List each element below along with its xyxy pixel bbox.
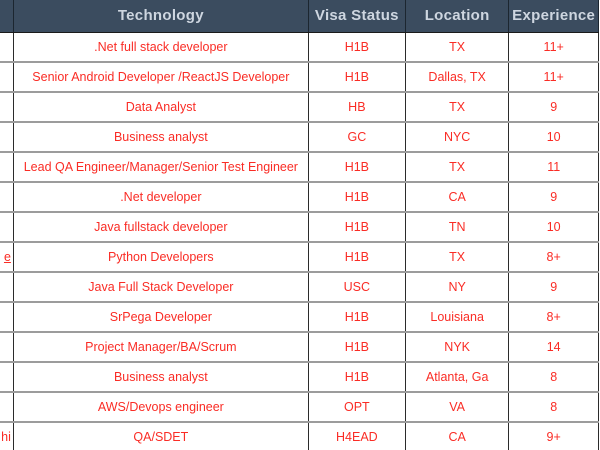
table-body: .Net full stack developer H1B TX 11+ Sen…: [0, 31, 599, 450]
cell-technology: Java fullstack developer: [12, 211, 309, 242]
cell-location: CA: [404, 421, 510, 450]
cell-technology: SrPega Developer: [12, 301, 309, 332]
cell-location: Atlanta, Ga: [404, 361, 510, 392]
cell-visa-status: H1B: [307, 151, 406, 182]
cell-location: Dallas, TX: [404, 61, 510, 92]
cell-fragment: e: [0, 241, 14, 272]
cell-visa-status: USC: [307, 271, 406, 302]
cell-location: NYK: [404, 331, 510, 362]
table-row: hi QA/SDET H4EAD CA 9+: [0, 421, 599, 450]
cell-experience: 10: [508, 121, 599, 152]
header-cell-visa-status: Visa Status: [307, 0, 406, 33]
cell-fragment: [0, 121, 14, 152]
cell-location: CA: [404, 181, 510, 212]
header-cell-fragment: [0, 0, 14, 33]
cell-technology: Lead QA Engineer/Manager/Senior Test Eng…: [12, 151, 309, 182]
cell-technology: QA/SDET: [12, 421, 309, 450]
cell-fragment: [0, 301, 14, 332]
cell-experience: 11: [508, 151, 599, 182]
header-cell-location: Location: [404, 0, 510, 33]
table-row: Senior Android Developer /ReactJS Develo…: [0, 61, 599, 92]
cell-fragment: [0, 91, 14, 122]
header-cell-experience: Experience: [508, 0, 599, 33]
cell-fragment: [0, 211, 14, 242]
cell-visa-status: OPT: [307, 391, 406, 422]
table-row: SrPega Developer H1B Louisiana 8+: [0, 301, 599, 332]
cell-visa-status: H1B: [307, 61, 406, 92]
table-row: Business analyst GC NYC 10: [0, 121, 599, 152]
cell-experience: 9: [508, 91, 599, 122]
table-row: Lead QA Engineer/Manager/Senior Test Eng…: [0, 151, 599, 182]
cell-visa-status: H1B: [307, 241, 406, 272]
table-row: Project Manager/BA/Scrum H1B NYK 14: [0, 331, 599, 362]
cell-technology: Data Analyst: [12, 91, 309, 122]
cell-experience: 14: [508, 331, 599, 362]
cell-technology: Business analyst: [12, 121, 309, 152]
cell-fragment: [0, 31, 14, 62]
cell-location: TX: [404, 31, 510, 62]
cell-fragment: hi: [0, 421, 14, 450]
cell-visa-status: GC: [307, 121, 406, 152]
cell-experience: 8: [508, 391, 599, 422]
cell-technology: Project Manager/BA/Scrum: [12, 331, 309, 362]
cell-visa-status: H1B: [307, 331, 406, 362]
cell-visa-status: H4EAD: [307, 421, 406, 450]
header-cell-technology: Technology: [12, 0, 309, 33]
cell-location: TX: [404, 241, 510, 272]
cell-location: NYC: [404, 121, 510, 152]
cell-technology: .Net developer: [12, 181, 309, 212]
cell-experience: 9+: [508, 421, 599, 450]
table-row: AWS/Devops engineer OPT VA 8: [0, 391, 599, 422]
cell-location: Louisiana: [404, 301, 510, 332]
cell-experience: 8+: [508, 301, 599, 332]
cell-fragment: [0, 391, 14, 422]
cell-location: TX: [404, 151, 510, 182]
table-row: .Net full stack developer H1B TX 11+: [0, 31, 599, 62]
table-row: e Python Developers H1B TX 8+: [0, 241, 599, 272]
cell-location: TX: [404, 91, 510, 122]
cell-experience: 11+: [508, 61, 599, 92]
cell-technology: Java Full Stack Developer: [12, 271, 309, 302]
table-row: Java fullstack developer H1B TN 10: [0, 211, 599, 242]
cell-visa-status: H1B: [307, 211, 406, 242]
cell-fragment: [0, 361, 14, 392]
cell-technology: Python Developers: [12, 241, 309, 272]
cell-technology: AWS/Devops engineer: [12, 391, 309, 422]
table-row: .Net developer H1B CA 9: [0, 181, 599, 212]
cell-location: TN: [404, 211, 510, 242]
cell-fragment: [0, 151, 14, 182]
cell-visa-status: HB: [307, 91, 406, 122]
table-row: Java Full Stack Developer USC NY 9: [0, 271, 599, 302]
cell-visa-status: H1B: [307, 181, 406, 212]
cell-fragment: [0, 331, 14, 362]
cell-visa-status: H1B: [307, 31, 406, 62]
cell-fragment: [0, 61, 14, 92]
cell-technology: Senior Android Developer /ReactJS Develo…: [12, 61, 309, 92]
cell-location: VA: [404, 391, 510, 422]
cell-experience: 8: [508, 361, 599, 392]
cell-technology: .Net full stack developer: [12, 31, 309, 62]
cell-fragment: [0, 271, 14, 302]
cell-technology: Business analyst: [12, 361, 309, 392]
cell-location: NY: [404, 271, 510, 302]
cell-fragment: [0, 181, 14, 212]
cell-experience: 9: [508, 271, 599, 302]
cell-experience: 8+: [508, 241, 599, 272]
table-row: Data Analyst HB TX 9: [0, 91, 599, 122]
cell-experience: 10: [508, 211, 599, 242]
cell-experience: 9: [508, 181, 599, 212]
table-row: Business analyst H1B Atlanta, Ga 8: [0, 361, 599, 392]
cell-experience: 11+: [508, 31, 599, 62]
header-row: Technology Visa Status Location Experien…: [0, 0, 599, 33]
cell-visa-status: H1B: [307, 361, 406, 392]
cell-visa-status: H1B: [307, 301, 406, 332]
